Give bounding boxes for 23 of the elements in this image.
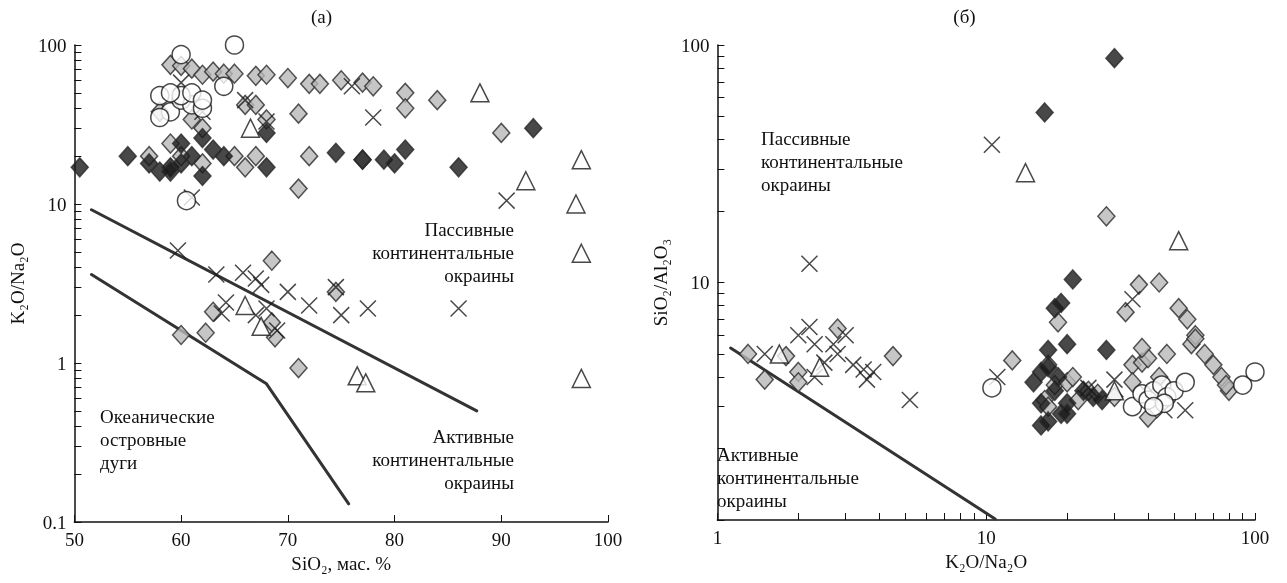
chart-title: (а) bbox=[310, 6, 333, 28]
annotation: Океанические островные дуги bbox=[100, 406, 215, 473]
y-tick-label: 10 bbox=[47, 193, 67, 215]
x-axis-title: SiO₂, мас. % bbox=[291, 552, 392, 574]
x-tick-label: 70 bbox=[278, 529, 298, 550]
annotation: Активные континентальные окраины bbox=[372, 426, 515, 493]
y-tick-label: 0.1 bbox=[42, 511, 67, 533]
x-tick-label: 50 bbox=[64, 529, 84, 550]
y-axis-title: K₂O/Na₂O bbox=[7, 242, 28, 325]
x-tick-label: 10 bbox=[976, 527, 996, 548]
y-tick-label: 1 bbox=[56, 352, 67, 374]
annotation: Пассивные континентальные окраины bbox=[372, 219, 515, 286]
x-tick-label: 90 bbox=[491, 529, 511, 550]
y-axis-title: SiO₂/Al₂O₃ bbox=[650, 238, 671, 327]
x-tick-label: 80 bbox=[385, 529, 405, 550]
x-tick-label: 60 bbox=[171, 529, 191, 550]
x-tick-label: 1 bbox=[712, 527, 723, 548]
chart-title: (б) bbox=[953, 6, 976, 28]
x-tick-label: 100 bbox=[1240, 527, 1270, 548]
x-tick-label: 100 bbox=[593, 529, 623, 550]
annotation: Пассивные континентальные окраины bbox=[761, 128, 903, 195]
x-axis-title: K₂O/Na₂O bbox=[945, 550, 1028, 572]
y-tick-label: 100 bbox=[37, 34, 67, 56]
